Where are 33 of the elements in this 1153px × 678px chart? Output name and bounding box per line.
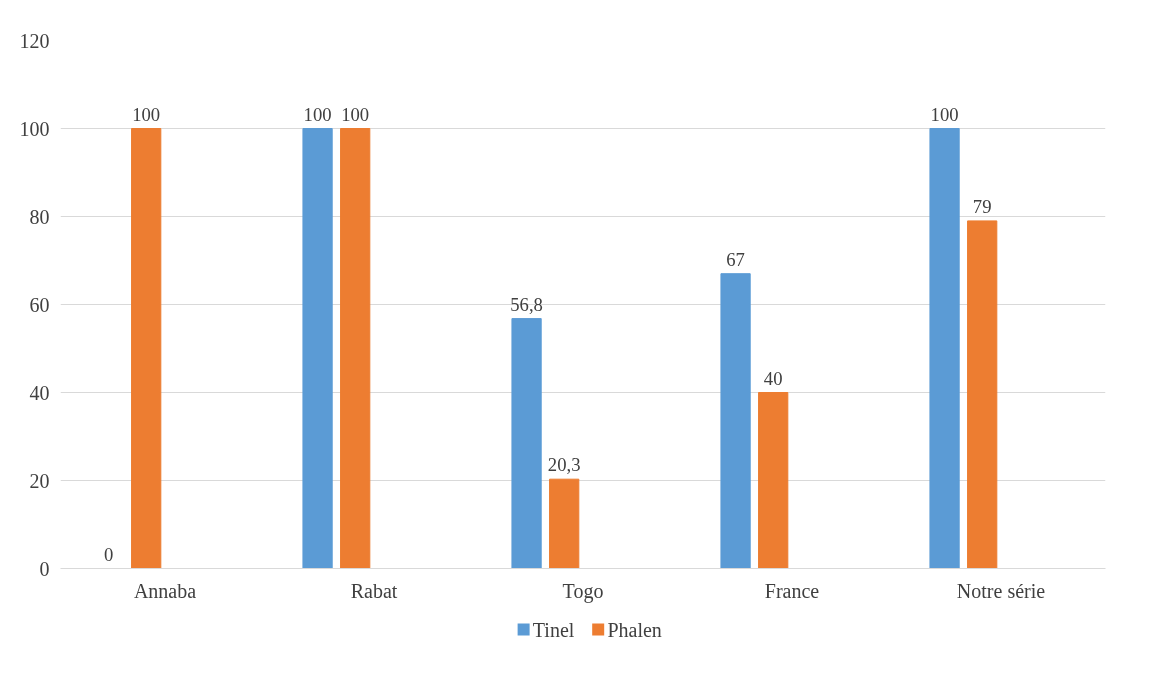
bar (929, 128, 960, 569)
data-label: 100 (132, 103, 161, 125)
x-tick-label: Annaba (133, 579, 197, 602)
bar (967, 220, 998, 569)
x-tick-label: Rabat (350, 579, 398, 602)
y-tick-label: 20 (29, 469, 50, 492)
y-tick-label: 60 (29, 293, 50, 316)
data-label: 100 (341, 103, 370, 125)
y-tick-label: 40 (29, 381, 50, 404)
y-tick-label: 100 (19, 117, 50, 140)
legend-label: Tinel (532, 618, 575, 641)
bar (549, 478, 580, 569)
bar (758, 392, 789, 569)
x-tick-label: Notre série (956, 579, 1046, 602)
data-label: 100 (303, 103, 332, 125)
x-tick-label: Togo (562, 579, 604, 603)
data-label: 40 (763, 367, 783, 389)
bar (302, 128, 333, 569)
bar (511, 318, 542, 569)
y-tick-label: 80 (29, 205, 50, 228)
y-tick-label: 0 (39, 557, 50, 580)
data-label: 67 (726, 248, 745, 270)
bar (340, 128, 371, 569)
bar (131, 128, 162, 569)
y-tick-label: 120 (19, 29, 50, 52)
data-label: 56,8 (510, 293, 543, 315)
bar (720, 273, 751, 569)
data-label: 0 (103, 543, 114, 565)
data-label: 20,3 (547, 454, 581, 476)
legend-label: Phalen (607, 618, 662, 641)
data-label: 100 (930, 103, 959, 125)
x-tick-label: France (764, 579, 820, 602)
data-label: 79 (972, 195, 992, 217)
